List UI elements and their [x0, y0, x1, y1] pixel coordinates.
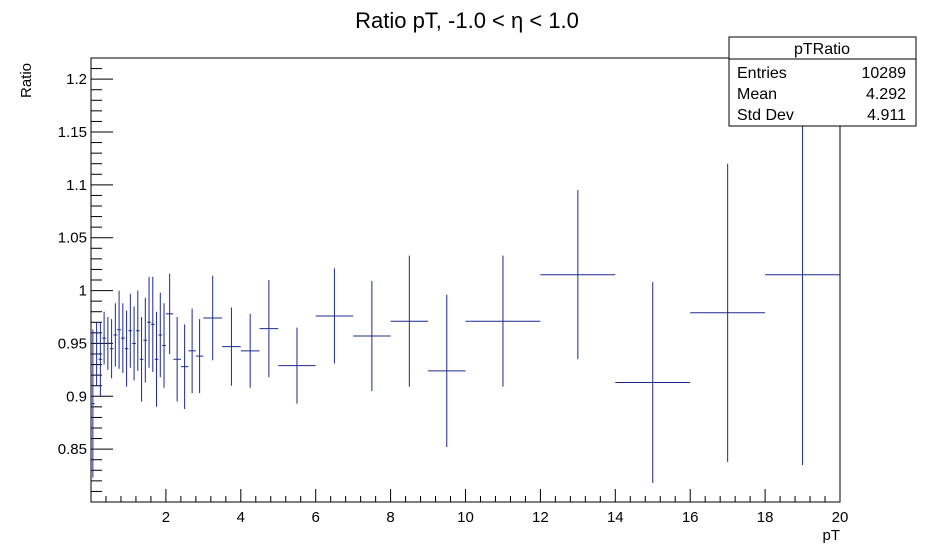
data-point — [94, 322, 99, 386]
x-tick-label: 18 — [757, 509, 774, 526]
stats-stddev-label: Std Dev — [737, 107, 794, 124]
stats-stddev-value: 4.911 — [867, 107, 906, 124]
data-point — [180, 324, 189, 409]
x-tick-label: 8 — [386, 509, 394, 526]
data-point — [143, 297, 148, 383]
chart-title: Ratio pT, -1.0 < η < 1.0 — [355, 8, 579, 33]
stats-mean-value: 4.292 — [866, 86, 906, 103]
minor-ticks — [91, 68, 826, 502]
data-point — [259, 280, 279, 378]
y-tick-label: 1.15 — [58, 124, 87, 141]
data-point — [154, 311, 159, 407]
stats-entries-value: 10289 — [862, 65, 907, 82]
data-point — [135, 290, 140, 371]
y-tick-label: 0.85 — [58, 441, 87, 458]
data-point — [428, 294, 466, 448]
data-point — [150, 276, 155, 372]
data-point — [124, 310, 129, 387]
data-point — [465, 255, 541, 387]
y-tick-label: 1.05 — [58, 230, 87, 247]
stats-box-title: pTRatio — [794, 41, 850, 58]
data-point — [120, 303, 125, 374]
stats-mean-label: Mean — [737, 86, 777, 103]
major-ticks — [91, 78, 841, 502]
data-point — [615, 282, 691, 483]
data-point — [158, 292, 163, 378]
x-tick-label: 10 — [457, 509, 474, 526]
y-tick-label: 0.9 — [66, 388, 87, 405]
data-point — [128, 293, 133, 368]
data-point — [109, 319, 114, 379]
data-point — [188, 308, 196, 394]
x-tick-label: 12 — [532, 509, 549, 526]
data-point — [353, 281, 391, 391]
stats-entries-label: Entries — [737, 65, 787, 82]
data-point — [222, 307, 241, 386]
data-point — [278, 327, 316, 404]
data-point — [315, 268, 354, 364]
y-tick-label: 1.2 — [66, 71, 87, 88]
y-tick-label: 1 — [79, 283, 87, 300]
data-point — [765, 84, 840, 465]
y-tick-labels: 0.85 0.9 0.95 1 1.05 1.1 1.15 1.2 — [58, 71, 87, 458]
data-point — [139, 317, 144, 402]
data-point — [147, 276, 151, 368]
x-tick-label: 4 — [237, 509, 245, 526]
data-point — [203, 275, 223, 361]
x-tick-label: 6 — [312, 509, 320, 526]
data-point — [540, 190, 616, 360]
data-point — [117, 290, 121, 369]
data-point — [98, 322, 103, 397]
data-point — [390, 255, 429, 387]
data-point — [113, 303, 118, 367]
data-point — [91, 329, 95, 478]
x-tick-label: 16 — [682, 509, 699, 526]
data-point — [102, 311, 106, 365]
data-point — [690, 163, 766, 462]
data-point — [132, 306, 136, 381]
stats-box-frame — [728, 36, 917, 127]
data-point — [173, 317, 181, 402]
x-tick-label: 14 — [607, 509, 624, 526]
data-point — [165, 273, 174, 354]
x-tick-labels: 2 4 6 8 10 12 14 16 18 20 — [162, 509, 849, 526]
data-series — [91, 84, 840, 483]
x-tick-label: 20 — [832, 509, 849, 526]
x-axis-title: pT — [822, 527, 840, 544]
data-point — [162, 303, 166, 388]
stats-box: pTRatio Entries 10289 Mean 4.292 Std Dev… — [728, 36, 917, 127]
y-axis-title: Ratio — [18, 63, 35, 98]
y-tick-label: 1.1 — [66, 177, 87, 194]
data-point — [105, 317, 110, 370]
x-tick-label: 2 — [162, 509, 170, 526]
y-tick-label: 0.95 — [58, 335, 87, 352]
data-point — [240, 313, 260, 388]
data-point — [195, 319, 204, 394]
